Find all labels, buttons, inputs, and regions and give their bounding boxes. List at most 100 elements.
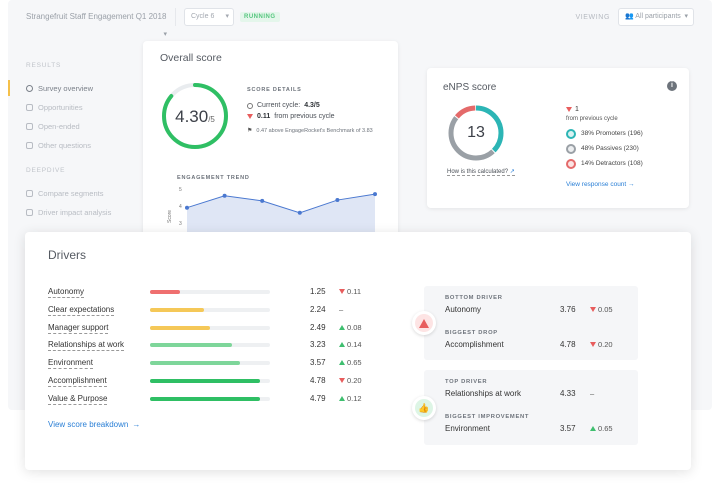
driver-delta: 0.65 [339, 358, 362, 367]
flag-icon: ⚑ [247, 128, 253, 134]
driver-delta: 0.11 [339, 287, 361, 296]
segments-icon [26, 190, 33, 197]
current-cycle-row: Current cycle: 4.3/5 [247, 102, 387, 109]
arrow-down-icon [339, 377, 345, 383]
chat-icon [26, 123, 33, 130]
driver-name[interactable]: Accomplishment [48, 375, 107, 387]
warning-badge [412, 311, 436, 335]
status-badge: RUNNING [240, 12, 280, 22]
trend-tick-label: 3 [179, 221, 182, 227]
bottom-driver: BOTTOM DRIVER Autonomy 3.76 0.05 [445, 295, 613, 314]
passives-ring-icon [566, 143, 576, 154]
sidebar-item-label: Other questions [38, 141, 91, 150]
participants-selector[interactable]: 👥 All participants ▾ [618, 8, 694, 26]
view-score-breakdown-link[interactable]: View score breakdown → [48, 420, 141, 429]
sidebar-section-deepdive: DEEPDIVE [26, 167, 66, 174]
driver-score-bar [150, 378, 270, 383]
driver-score-fill [150, 361, 240, 366]
driver-score-bar [150, 396, 270, 401]
change-label: from previous cycle [566, 116, 618, 122]
sidebar-item-compare-segments[interactable]: Compare segments [26, 184, 146, 203]
driver-row: Relationships at work 3.23 0.14 [48, 338, 378, 356]
info-icon[interactable]: i [667, 81, 677, 91]
trend-point [260, 198, 265, 203]
sidebar-item-driver-impact[interactable]: Driver impact analysis [26, 203, 146, 222]
driver-score: 3.57 [310, 358, 326, 368]
grid-icon [26, 209, 33, 216]
driver-score-fill [150, 396, 261, 401]
score-details-heading: SCORE DETAILS [247, 87, 302, 93]
cycle-selector[interactable]: Cycle 6 ▾ [184, 8, 234, 26]
sidebar-item-other-questions[interactable]: Other questions [26, 136, 146, 155]
driver-score-bar [150, 325, 270, 330]
lightbulb-icon [26, 104, 33, 111]
driver-delta: 0.20 [339, 376, 362, 385]
driver-row: Accomplishment 4.78 0.20 [48, 374, 378, 392]
driver-delta: 0.14 [339, 340, 362, 349]
driver-score-bar [150, 343, 270, 348]
overall-score-card: Overall score 4.30/5 SCORE DETAILS Curre… [143, 41, 398, 236]
enps-gauge [448, 105, 504, 161]
biggest-improvement: BIGGEST IMPROVEMENT Environment 3.57 0.65 [445, 414, 613, 433]
driver-score: 4.79 [310, 393, 326, 403]
survey-name: Strangefruit Staff Engagement Q1 2018 [26, 12, 167, 21]
arrow-right-icon: → [132, 420, 141, 429]
driver-row: Clear expectations 2.24 – [48, 303, 378, 321]
detractors-item: 14% Detractors (108) [566, 158, 643, 169]
enps-card: eNPS score i 13 How is this calculated? … [427, 68, 689, 208]
arrow-up-icon [339, 342, 345, 348]
arrow-up-icon [590, 426, 596, 431]
sidebar-section-results: RESULTS [26, 62, 62, 69]
driver-name[interactable]: Environment [48, 358, 93, 370]
driver-name[interactable]: Manager support [48, 322, 109, 334]
driver-name[interactable]: Clear expectations [48, 304, 115, 316]
cycle-label: Cycle 6 [191, 13, 215, 20]
view-response-count-link[interactable]: View response count → [566, 181, 635, 188]
driver-score-fill [150, 307, 204, 312]
sidebar-item-survey-overview[interactable]: Survey overview [26, 79, 146, 98]
enps-score-value: 13 [467, 124, 485, 141]
enps-change: 1 from previous cycle [566, 106, 618, 122]
passives-segment [448, 105, 504, 161]
score-gauge [162, 83, 228, 149]
driver-delta: 0.08 [339, 323, 362, 332]
card-title: Overall score [160, 52, 222, 64]
list-icon [26, 142, 33, 149]
driver-name[interactable]: Autonomy [48, 287, 85, 298]
enps-breakdown: 38% Promoters (196) 48% Passives (230) 1… [566, 128, 643, 173]
driver-row: Manager support 2.49 0.08 [48, 321, 378, 339]
arrow-right-icon: → [628, 181, 635, 188]
arrow-down-icon [339, 289, 345, 294]
sidebar-item-open-ended[interactable]: Open-ended [26, 117, 146, 136]
score-details: SCORE DETAILS Current cycle: 4.3/5 0.11 fr… [247, 87, 387, 136]
driver-score: 4.78 [310, 375, 326, 385]
sidebar-item-opportunities[interactable]: Opportunities [26, 98, 146, 117]
thumbs-up-icon: 👍 [418, 402, 430, 413]
driver-name[interactable]: Value & Purpose [48, 393, 108, 405]
promoters-item: 38% Promoters (196) [566, 128, 643, 139]
chevron-down-icon: ▾ [225, 13, 229, 20]
promoters-ring-icon [566, 128, 576, 139]
driver-score-fill [150, 290, 180, 294]
trend-area [187, 194, 375, 236]
driver-score: 1.25 [310, 287, 326, 296]
trend-heading: ENGAGEMENT TREND [177, 175, 250, 181]
arrow-down-icon [247, 114, 253, 119]
how-calculated-link[interactable]: How is this calculated? ↗ [447, 169, 515, 176]
thumbs-up-badge: 👍 [412, 396, 436, 420]
benchmark-row: ⚑ 0.47 above EngageRocket's Benchmark of… [247, 128, 373, 134]
driver-name[interactable]: Relationships at work [48, 340, 125, 352]
survey-selector[interactable]: Strangefruit Staff Engagement Q1 2018 ▾ [26, 8, 176, 38]
participants-label: All participants [635, 13, 681, 20]
arrow-down-icon [566, 107, 572, 112]
viewing-label: VIEWING [575, 13, 610, 21]
circle-icon [247, 102, 253, 109]
external-link-icon: ↗ [509, 169, 515, 175]
card-title: eNPS score [443, 82, 497, 93]
trend-line [186, 193, 376, 214]
trend-tick-label: 4 [179, 204, 182, 210]
trend-ylabel: Score [167, 210, 173, 223]
driver-row: Value & Purpose 4.79 0.12 [48, 392, 378, 410]
driver-score-fill [150, 325, 210, 330]
trend-point [335, 198, 340, 203]
